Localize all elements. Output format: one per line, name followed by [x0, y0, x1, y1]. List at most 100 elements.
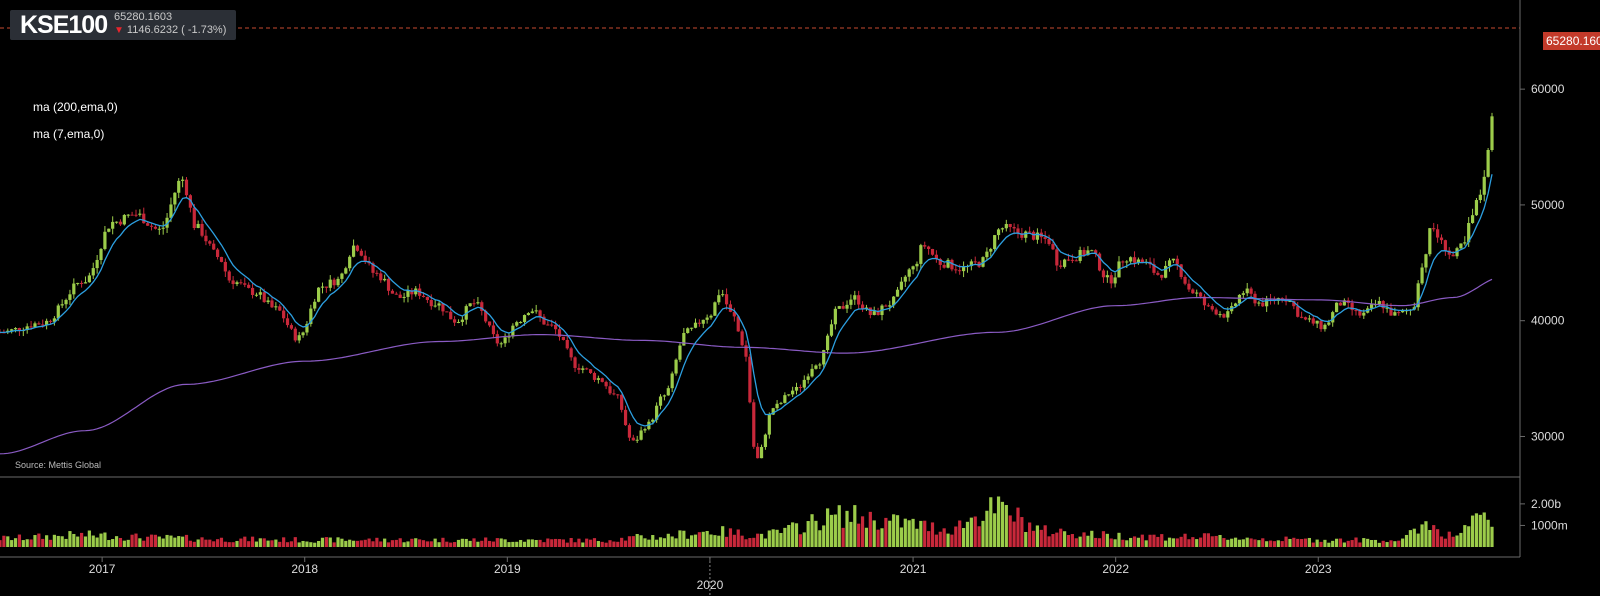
candle-body — [973, 261, 977, 263]
volume-bar — [309, 542, 313, 547]
volume-bar — [68, 531, 72, 547]
volume-bar — [157, 536, 161, 547]
volume-bar — [954, 526, 958, 547]
volume-bar — [530, 539, 534, 547]
volume-bar — [561, 539, 565, 547]
candle — [1090, 249, 1094, 252]
volume-bar — [686, 538, 690, 547]
candle-body — [1358, 310, 1362, 316]
candle — [1055, 245, 1059, 271]
candle-body — [87, 275, 91, 283]
candle-body — [317, 287, 321, 302]
volume-bar — [697, 532, 701, 547]
volume-bar — [546, 538, 550, 547]
candle-body — [1132, 257, 1137, 263]
volume-bar — [1338, 538, 1343, 547]
volume-bar — [1230, 538, 1234, 547]
volume-bar — [550, 539, 554, 547]
volume-bar — [1171, 538, 1175, 547]
volume-bar — [25, 539, 29, 547]
time-tick-label: 2017 — [89, 562, 116, 576]
candle-body — [491, 325, 496, 335]
candle — [1179, 264, 1183, 280]
volume-bar — [1404, 534, 1409, 547]
candle — [526, 312, 531, 316]
volume-bar — [472, 538, 476, 547]
candle — [686, 327, 690, 334]
volume-bar — [709, 534, 713, 547]
volume-bar — [678, 530, 682, 547]
candle-body — [526, 313, 531, 316]
candle-body — [243, 283, 247, 285]
volume-bar — [456, 539, 461, 547]
candle-body — [383, 278, 387, 281]
volume-bar — [1268, 540, 1273, 547]
candle-body — [732, 311, 736, 317]
candle-body — [247, 284, 251, 288]
volume-bar — [188, 540, 192, 547]
candle — [639, 426, 643, 441]
candle-body — [1000, 228, 1005, 230]
candle — [717, 289, 721, 305]
candle-body — [1261, 302, 1265, 307]
volume-bar — [344, 540, 348, 547]
candle — [814, 364, 818, 370]
candle-body — [363, 255, 367, 262]
volume-bar — [651, 535, 655, 547]
candle — [604, 380, 608, 390]
volume-bar — [868, 511, 872, 547]
volume-bar — [173, 537, 177, 547]
candle — [149, 223, 154, 231]
volume-bar — [1300, 539, 1304, 547]
candle-body — [845, 304, 849, 309]
volume-bar — [1210, 536, 1214, 547]
volume-bar — [581, 542, 585, 547]
indicator-label-ma200[interactable]: ma (200,ema,0) — [33, 100, 118, 114]
indicator-label-ma7[interactable]: ma (7,ema,0) — [33, 127, 105, 141]
volume-bar — [647, 539, 651, 547]
volume-bar — [915, 528, 919, 547]
candle-body — [1338, 302, 1343, 306]
volume-bar — [565, 542, 569, 547]
candle-body — [1424, 254, 1428, 268]
volume-bar — [340, 538, 344, 547]
candle-body — [1097, 253, 1102, 271]
volume-bar — [495, 538, 499, 547]
volume-bar — [21, 540, 25, 547]
candle-body — [270, 300, 274, 308]
candle-body — [588, 369, 593, 373]
candle — [993, 235, 997, 253]
candle-body — [99, 248, 103, 260]
candle-body — [798, 387, 802, 389]
volume-bar — [1369, 540, 1374, 547]
candle — [1187, 279, 1191, 292]
volume-bar — [635, 533, 639, 547]
candle — [425, 296, 429, 304]
volume-bar — [806, 521, 810, 547]
candle-body — [868, 307, 872, 315]
volume-bar — [10, 540, 14, 547]
volume-bar — [1000, 501, 1005, 547]
candle — [227, 270, 231, 283]
candle — [1113, 272, 1117, 288]
volume-bar — [1323, 539, 1327, 547]
candle — [456, 319, 461, 324]
candle-body — [204, 235, 208, 242]
candle-body — [903, 276, 907, 282]
candle — [600, 377, 604, 383]
candle — [934, 250, 938, 263]
volume-bar — [1327, 542, 1331, 547]
candle-body — [1354, 310, 1358, 312]
volume-bar — [1012, 521, 1016, 547]
volume-bar — [736, 529, 740, 547]
candle — [911, 265, 915, 275]
candle — [1210, 303, 1214, 312]
candle — [620, 394, 624, 413]
volume-bar — [573, 542, 577, 547]
volume-bar — [569, 537, 573, 547]
candle-body — [142, 213, 146, 224]
candle — [1109, 272, 1113, 289]
volume-tick-label: 2.00b — [1531, 497, 1561, 511]
time-tick-label: 2019 — [494, 562, 521, 576]
candle-body — [91, 268, 95, 276]
